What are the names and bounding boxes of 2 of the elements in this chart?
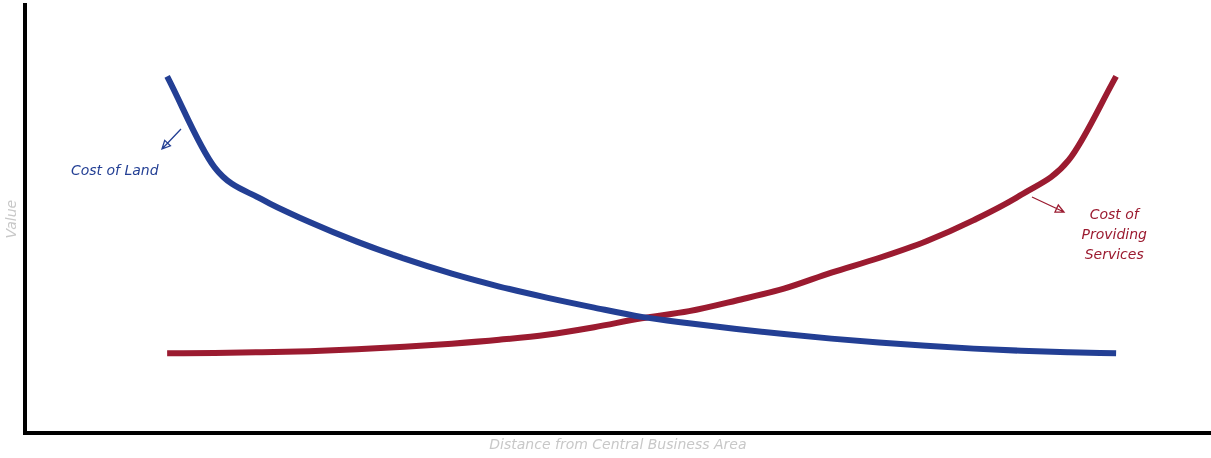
- text: Cost of Land: [70, 162, 159, 178]
- legend-label: Cost of Providing Services: [1081, 206, 1148, 263]
